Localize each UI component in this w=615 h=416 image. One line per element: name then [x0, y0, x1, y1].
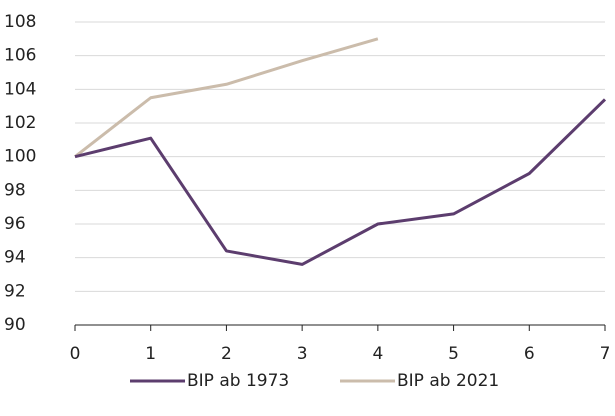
y-tick-label: 94 — [4, 248, 26, 268]
x-tick-label: 4 — [372, 344, 383, 364]
y-tick-label: 100 — [4, 147, 36, 167]
legend-label: BIP ab 1973 — [187, 371, 289, 391]
x-tick-label: 1 — [145, 344, 156, 364]
legend-label: BIP ab 2021 — [397, 371, 499, 391]
x-tick-label: 0 — [70, 344, 81, 364]
line — [74, 98, 607, 266]
y-tick-label: 98 — [4, 180, 26, 200]
y-tick-label: 92 — [4, 281, 26, 301]
y-tick-label: 102 — [4, 113, 36, 133]
x-tick-label: 2 — [221, 344, 232, 364]
y-tick-label: 106 — [4, 46, 36, 66]
x-tick-label: 3 — [297, 344, 308, 364]
y-tick-label: 90 — [4, 315, 26, 335]
y-tick-label: 96 — [4, 214, 26, 234]
x-tick-label: 6 — [524, 344, 535, 364]
y-tick-label: 104 — [4, 79, 36, 99]
y-tick-label: 108 — [4, 12, 36, 32]
x-tick-label: 7 — [600, 344, 611, 364]
line — [74, 37, 379, 158]
x-tick-label: 5 — [448, 344, 459, 364]
